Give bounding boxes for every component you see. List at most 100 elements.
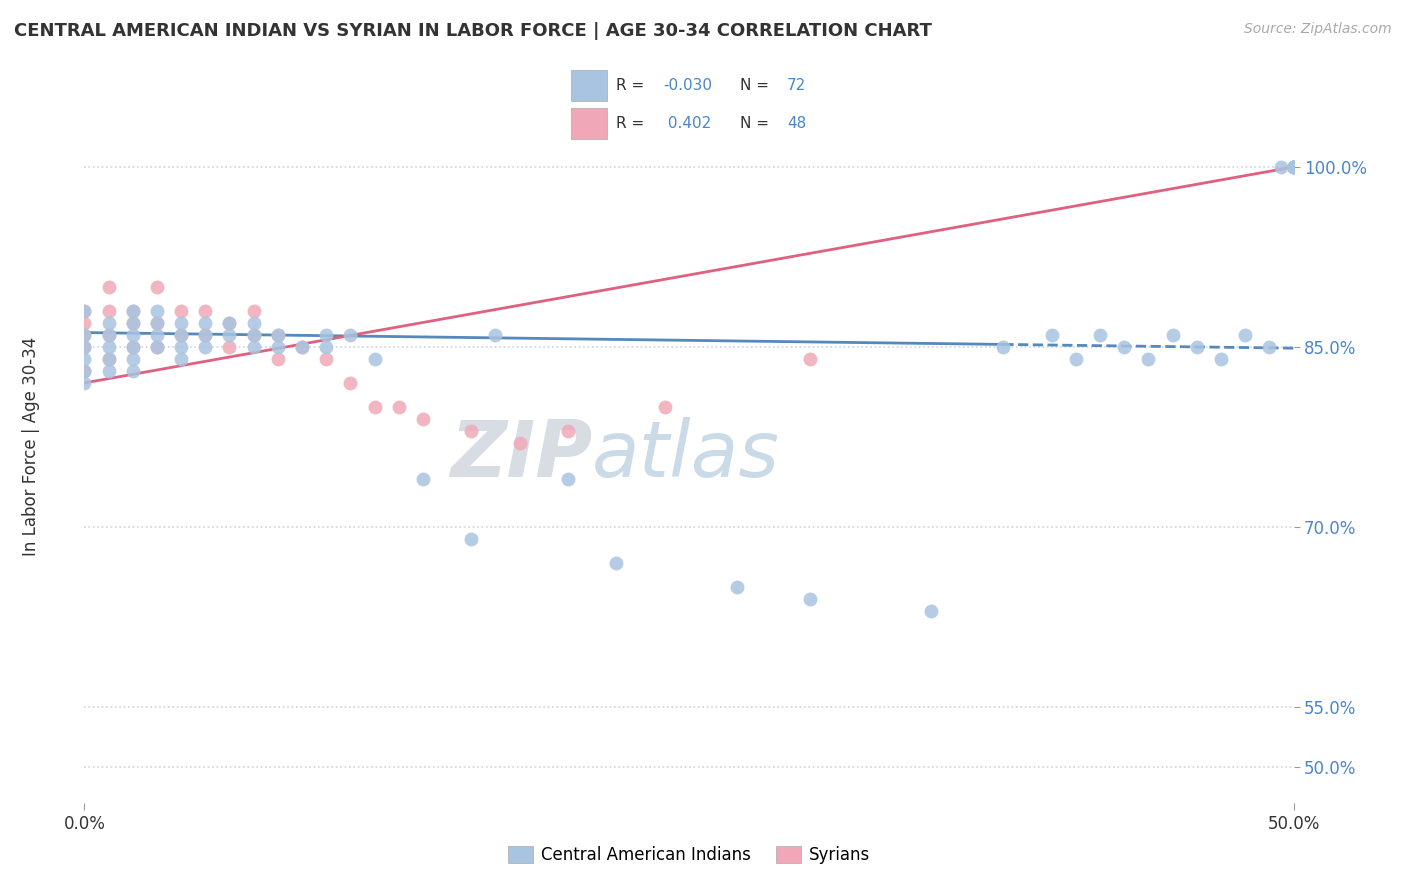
- Bar: [571, 70, 607, 101]
- Point: [121, 340, 143, 354]
- Point: [315, 328, 337, 343]
- Point: [557, 472, 579, 486]
- Point: [1282, 160, 1305, 174]
- Point: [121, 304, 143, 318]
- Text: Source: ZipAtlas.com: Source: ZipAtlas.com: [1244, 22, 1392, 37]
- Point: [460, 532, 482, 546]
- Point: [1282, 160, 1305, 174]
- Point: [170, 328, 193, 343]
- Point: [97, 280, 120, 294]
- Point: [315, 340, 337, 354]
- Point: [363, 400, 385, 414]
- Point: [73, 304, 96, 318]
- Point: [920, 604, 942, 618]
- Point: [339, 376, 361, 390]
- Point: [170, 351, 193, 366]
- Point: [1282, 160, 1305, 174]
- Text: 72: 72: [787, 78, 806, 93]
- Point: [73, 364, 96, 378]
- Point: [654, 400, 676, 414]
- Point: [1282, 160, 1305, 174]
- Point: [267, 328, 290, 343]
- Point: [1282, 160, 1305, 174]
- Point: [170, 304, 193, 318]
- Point: [339, 328, 361, 343]
- Point: [146, 304, 169, 318]
- Point: [146, 340, 169, 354]
- Point: [1137, 351, 1160, 366]
- Point: [73, 351, 96, 366]
- Point: [121, 364, 143, 378]
- Point: [97, 340, 120, 354]
- Point: [557, 424, 579, 438]
- Point: [146, 340, 169, 354]
- Point: [1064, 351, 1087, 366]
- Point: [267, 351, 290, 366]
- Point: [1114, 340, 1136, 354]
- Point: [1282, 160, 1305, 174]
- Point: [146, 316, 169, 330]
- Point: [146, 328, 169, 343]
- Point: [194, 316, 217, 330]
- Point: [1282, 160, 1305, 174]
- Text: N =: N =: [740, 116, 773, 131]
- Point: [121, 340, 143, 354]
- Point: [170, 328, 193, 343]
- Point: [725, 580, 748, 594]
- Point: [1270, 160, 1292, 174]
- Legend: Central American Indians, Syrians: Central American Indians, Syrians: [501, 839, 877, 871]
- Text: N =: N =: [740, 78, 773, 93]
- Point: [412, 472, 434, 486]
- Point: [1040, 328, 1063, 343]
- Point: [121, 316, 143, 330]
- Point: [1209, 351, 1232, 366]
- Point: [97, 328, 120, 343]
- Point: [73, 316, 96, 330]
- Point: [1185, 340, 1208, 354]
- Point: [242, 304, 264, 318]
- Point: [242, 340, 264, 354]
- Point: [1282, 160, 1305, 174]
- Point: [97, 316, 120, 330]
- Point: [121, 304, 143, 318]
- Point: [146, 316, 169, 330]
- Point: [121, 328, 143, 343]
- Point: [291, 340, 314, 354]
- Point: [170, 316, 193, 330]
- Point: [799, 351, 821, 366]
- Point: [993, 340, 1015, 354]
- Text: R =: R =: [616, 78, 648, 93]
- Point: [1282, 160, 1305, 174]
- Text: atlas: atlas: [592, 417, 780, 493]
- Point: [1282, 160, 1305, 174]
- Point: [1234, 328, 1257, 343]
- Point: [73, 304, 96, 318]
- Point: [73, 364, 96, 378]
- Point: [218, 316, 240, 330]
- Point: [73, 376, 96, 390]
- Point: [121, 316, 143, 330]
- Point: [484, 328, 506, 343]
- Point: [97, 351, 120, 366]
- Point: [1258, 340, 1281, 354]
- Point: [509, 436, 531, 450]
- Point: [1282, 160, 1305, 174]
- Bar: [571, 108, 607, 139]
- Point: [170, 340, 193, 354]
- Text: 0.402: 0.402: [662, 116, 711, 131]
- Point: [605, 556, 627, 570]
- Point: [363, 351, 385, 366]
- Point: [267, 340, 290, 354]
- Text: 48: 48: [787, 116, 806, 131]
- Point: [315, 351, 337, 366]
- Point: [218, 316, 240, 330]
- Point: [1282, 160, 1305, 174]
- Point: [242, 328, 264, 343]
- Text: R =: R =: [616, 116, 648, 131]
- Point: [97, 364, 120, 378]
- Point: [291, 340, 314, 354]
- Point: [218, 328, 240, 343]
- Point: [146, 280, 169, 294]
- Point: [194, 328, 217, 343]
- Point: [412, 412, 434, 426]
